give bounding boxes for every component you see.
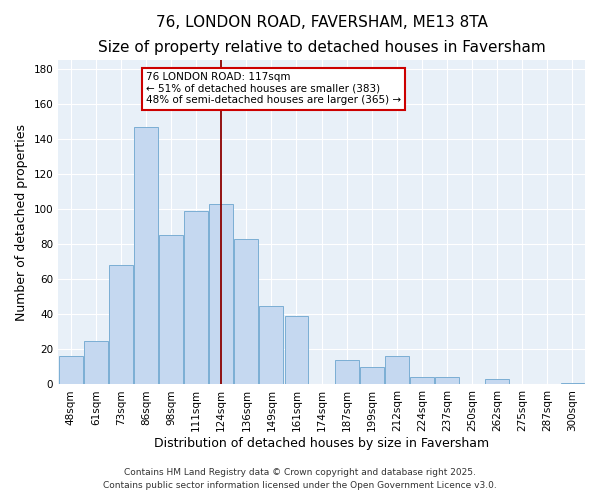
- Bar: [485, 379, 509, 384]
- Bar: [235, 239, 258, 384]
- Bar: [59, 356, 83, 384]
- Bar: [360, 367, 383, 384]
- Bar: [335, 360, 359, 384]
- Text: 76 LONDON ROAD: 117sqm
← 51% of detached houses are smaller (383)
48% of semi-de: 76 LONDON ROAD: 117sqm ← 51% of detached…: [146, 72, 401, 106]
- Bar: [134, 126, 158, 384]
- Y-axis label: Number of detached properties: Number of detached properties: [15, 124, 28, 320]
- Bar: [435, 378, 459, 384]
- Bar: [259, 306, 283, 384]
- Text: Contains HM Land Registry data © Crown copyright and database right 2025.
Contai: Contains HM Land Registry data © Crown c…: [103, 468, 497, 490]
- Title: 76, LONDON ROAD, FAVERSHAM, ME13 8TA
Size of property relative to detached house: 76, LONDON ROAD, FAVERSHAM, ME13 8TA Siz…: [98, 15, 545, 54]
- X-axis label: Distribution of detached houses by size in Faversham: Distribution of detached houses by size …: [154, 437, 489, 450]
- Bar: [84, 340, 108, 384]
- Bar: [209, 204, 233, 384]
- Bar: [560, 382, 584, 384]
- Bar: [410, 378, 434, 384]
- Bar: [385, 356, 409, 384]
- Bar: [284, 316, 308, 384]
- Bar: [109, 265, 133, 384]
- Bar: [159, 236, 183, 384]
- Bar: [184, 211, 208, 384]
